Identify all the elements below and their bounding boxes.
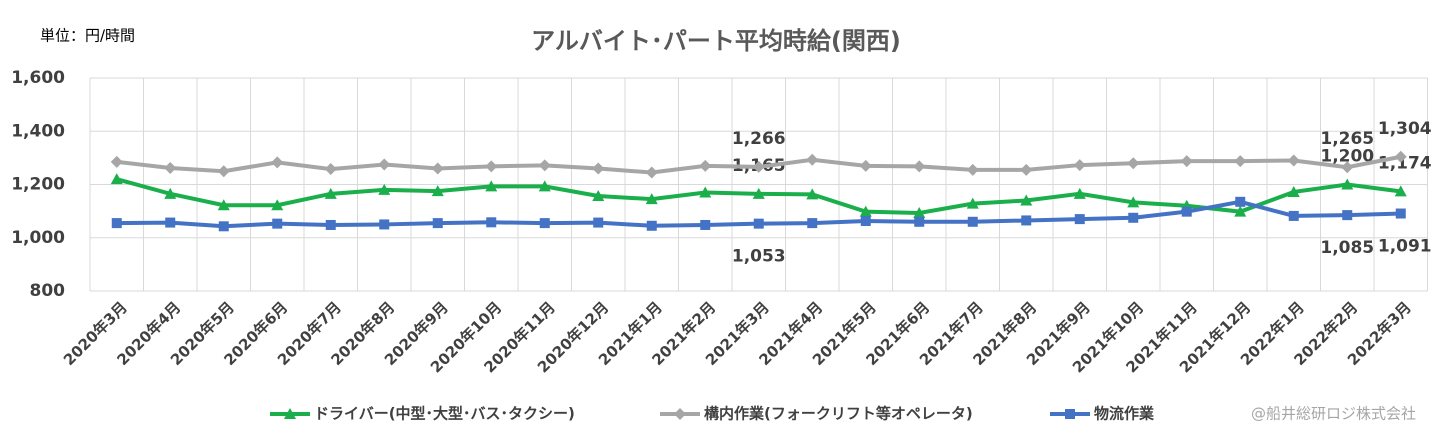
y-tick-label: 1,400 xyxy=(11,121,65,141)
marker xyxy=(271,199,284,211)
marker xyxy=(1127,196,1140,208)
marker xyxy=(272,218,283,229)
marker xyxy=(538,159,551,172)
marker xyxy=(485,180,498,192)
marker xyxy=(165,217,176,228)
marker xyxy=(1287,154,1300,167)
marker xyxy=(592,162,605,175)
marker xyxy=(806,153,819,166)
marker xyxy=(860,215,871,226)
data-label: 1,053 xyxy=(732,247,786,267)
marker xyxy=(325,219,336,230)
marker xyxy=(646,220,657,231)
marker xyxy=(967,216,978,227)
marker xyxy=(1235,196,1246,207)
marker xyxy=(1021,215,1032,226)
marker xyxy=(111,218,122,229)
data-label: 1,304 xyxy=(1378,119,1432,139)
marker xyxy=(645,193,658,205)
marker xyxy=(539,218,550,229)
chart-title: アルバイト･パート平均時給(関西) xyxy=(531,27,901,55)
marker xyxy=(431,162,444,175)
marker xyxy=(645,166,658,179)
legend-label: 構内作業(フォークリフト等オペレータ) xyxy=(704,405,973,423)
marker xyxy=(1181,206,1192,217)
marker xyxy=(284,408,296,419)
marker xyxy=(217,199,230,211)
marker xyxy=(110,155,123,168)
marker xyxy=(1341,178,1354,190)
marker xyxy=(753,218,764,229)
marker xyxy=(593,217,604,228)
marker xyxy=(1341,161,1354,174)
marker xyxy=(752,187,765,199)
marker xyxy=(1074,214,1085,225)
legend-label: 物流作業 xyxy=(1094,405,1155,423)
y-tick-label: 1,600 xyxy=(11,68,65,88)
marker xyxy=(538,180,551,192)
data-label: 1,265 xyxy=(1320,129,1374,149)
y-tick-label: 1,200 xyxy=(11,175,65,195)
marker xyxy=(1128,212,1139,223)
marker xyxy=(913,160,926,173)
marker xyxy=(110,173,123,185)
marker xyxy=(914,216,925,227)
marker xyxy=(324,163,337,176)
data-label: 1,200 xyxy=(1320,147,1374,167)
marker xyxy=(1288,210,1299,221)
marker xyxy=(218,221,229,232)
marker xyxy=(164,187,177,199)
marker xyxy=(1394,185,1407,197)
marker xyxy=(1395,208,1406,219)
marker xyxy=(1342,210,1353,221)
data-label: 1,266 xyxy=(732,129,786,149)
data-label: 1,091 xyxy=(1378,237,1432,257)
unit-label: 単位：円/時間 xyxy=(40,27,135,45)
marker xyxy=(378,183,391,195)
marker xyxy=(1020,194,1033,206)
marker xyxy=(1287,185,1300,197)
marker xyxy=(1073,159,1086,172)
marker xyxy=(431,185,444,197)
legend-label: ドライバー(中型･大型･バス･タクシー) xyxy=(314,405,575,423)
marker xyxy=(807,218,818,229)
marker xyxy=(324,187,337,199)
marker xyxy=(1234,205,1247,217)
credit: @船井総研ロジ株式会社 xyxy=(1251,405,1416,423)
marker xyxy=(164,161,177,174)
marker xyxy=(1020,163,1033,176)
marker xyxy=(486,217,497,228)
marker xyxy=(271,156,284,169)
marker xyxy=(966,197,979,209)
marker xyxy=(752,160,765,173)
marker xyxy=(699,186,712,198)
marker xyxy=(592,189,605,201)
marker xyxy=(700,219,711,230)
marker xyxy=(217,165,230,178)
marker xyxy=(674,408,686,420)
y-tick-label: 800 xyxy=(30,281,66,301)
marker xyxy=(1180,155,1193,168)
marker xyxy=(1394,150,1407,163)
marker xyxy=(859,159,872,172)
marker xyxy=(1234,155,1247,168)
marker xyxy=(966,163,979,176)
y-tick-label: 1,000 xyxy=(11,228,65,248)
marker xyxy=(378,158,391,171)
marker xyxy=(1073,187,1086,199)
marker xyxy=(859,205,872,217)
marker xyxy=(432,218,443,229)
marker xyxy=(913,206,926,218)
marker xyxy=(379,219,390,230)
marker xyxy=(1127,157,1140,170)
marker xyxy=(1065,409,1075,419)
data-label: 1,085 xyxy=(1320,238,1374,258)
marker xyxy=(485,160,498,173)
marker xyxy=(806,188,819,200)
marker xyxy=(699,159,712,172)
